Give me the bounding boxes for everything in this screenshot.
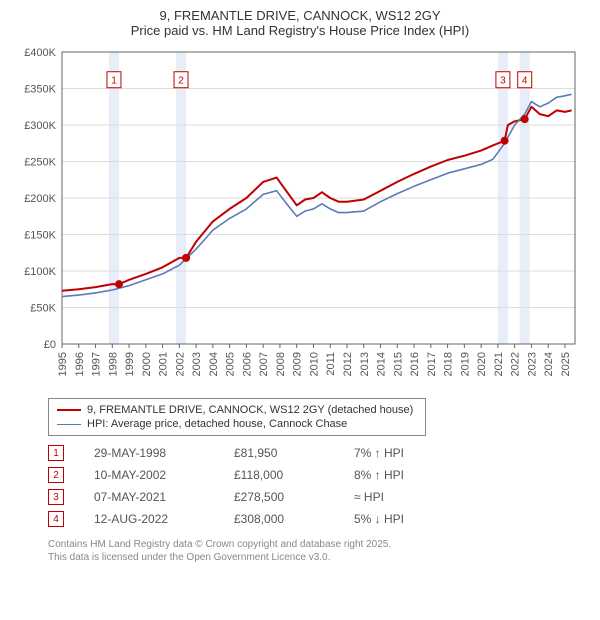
sale-event-index: 1 bbox=[48, 445, 64, 461]
svg-text:2016: 2016 bbox=[409, 352, 421, 376]
svg-text:£100K: £100K bbox=[24, 266, 56, 278]
svg-text:2025: 2025 bbox=[560, 352, 572, 376]
legend-label: 9, FREMANTLE DRIVE, CANNOCK, WS12 2GY (d… bbox=[87, 404, 413, 416]
sale-event-vs-hpi: ≈ HPI bbox=[354, 490, 434, 504]
svg-text:£50K: £50K bbox=[30, 303, 56, 315]
svg-text:1: 1 bbox=[111, 76, 117, 87]
svg-text:£300K: £300K bbox=[24, 120, 56, 132]
svg-text:2018: 2018 bbox=[443, 352, 455, 376]
title-address: 9, FREMANTLE DRIVE, CANNOCK, WS12 2GY bbox=[10, 8, 590, 23]
svg-text:2013: 2013 bbox=[359, 352, 371, 376]
footnote: Contains HM Land Registry data © Crown c… bbox=[48, 538, 590, 564]
svg-text:1998: 1998 bbox=[107, 352, 119, 376]
sale-event-price: £118,000 bbox=[234, 468, 324, 482]
svg-text:2011: 2011 bbox=[325, 352, 337, 376]
sale-event-vs-hpi: 7% ↑ HPI bbox=[354, 446, 434, 460]
svg-text:2014: 2014 bbox=[376, 352, 388, 376]
svg-text:2005: 2005 bbox=[225, 352, 237, 376]
sale-events-table: 1 29-MAY-1998 £81,950 7% ↑ HPI 2 10-MAY-2002 £… bbox=[48, 442, 590, 530]
svg-text:2017: 2017 bbox=[426, 352, 438, 376]
svg-text:1997: 1997 bbox=[91, 352, 103, 376]
svg-text:£0: £0 bbox=[44, 339, 56, 351]
svg-text:2007: 2007 bbox=[258, 352, 270, 376]
svg-text:1999: 1999 bbox=[124, 352, 136, 376]
title-subtitle: Price paid vs. HM Land Registry's House … bbox=[10, 23, 590, 38]
sale-event-date: 12-AUG-2022 bbox=[94, 512, 204, 526]
svg-text:4: 4 bbox=[522, 76, 528, 87]
svg-text:2020: 2020 bbox=[476, 352, 488, 376]
svg-text:2021: 2021 bbox=[493, 352, 505, 376]
svg-text:2012: 2012 bbox=[342, 352, 354, 376]
svg-text:£200K: £200K bbox=[24, 193, 56, 205]
sale-event-vs-hpi: 5% ↓ HPI bbox=[354, 512, 434, 526]
sale-event-row: 3 07-MAY-2021 £278,500 ≈ HPI bbox=[48, 486, 590, 508]
svg-text:2006: 2006 bbox=[241, 352, 253, 376]
svg-text:2003: 2003 bbox=[191, 352, 203, 376]
svg-text:2004: 2004 bbox=[208, 352, 220, 376]
sale-event-index: 4 bbox=[48, 511, 64, 527]
footnote-line: This data is licensed under the Open Gov… bbox=[48, 551, 590, 564]
sale-event-price: £308,000 bbox=[234, 512, 324, 526]
legend-swatch bbox=[57, 424, 81, 425]
svg-text:2008: 2008 bbox=[275, 352, 287, 376]
legend-row: HPI: Average price, detached house, Cann… bbox=[57, 417, 417, 431]
legend-label: HPI: Average price, detached house, Cann… bbox=[87, 418, 347, 430]
svg-text:£350K: £350K bbox=[24, 84, 56, 96]
svg-text:2000: 2000 bbox=[141, 352, 153, 376]
legend-swatch bbox=[57, 409, 81, 411]
svg-text:2: 2 bbox=[178, 76, 184, 87]
svg-text:£150K: £150K bbox=[24, 230, 56, 242]
footnote-line: Contains HM Land Registry data © Crown c… bbox=[48, 538, 590, 551]
sale-event-date: 07-MAY-2021 bbox=[94, 490, 204, 504]
svg-text:2024: 2024 bbox=[543, 352, 555, 376]
svg-text:2009: 2009 bbox=[292, 352, 304, 376]
sale-event-price: £81,950 bbox=[234, 446, 324, 460]
sale-event-row: 1 29-MAY-1998 £81,950 7% ↑ HPI bbox=[48, 442, 590, 464]
sale-event-row: 4 12-AUG-2022 £308,000 5% ↓ HPI bbox=[48, 508, 590, 530]
svg-text:2015: 2015 bbox=[392, 352, 404, 376]
svg-text:3: 3 bbox=[500, 76, 506, 87]
svg-text:£250K: £250K bbox=[24, 157, 56, 169]
svg-text:1996: 1996 bbox=[74, 352, 86, 376]
sale-event-date: 10-MAY-2002 bbox=[94, 468, 204, 482]
svg-text:2002: 2002 bbox=[174, 352, 186, 376]
svg-text:2023: 2023 bbox=[526, 352, 538, 376]
svg-text:2001: 2001 bbox=[158, 352, 170, 376]
svg-text:2019: 2019 bbox=[459, 352, 471, 376]
sale-event-index: 2 bbox=[48, 467, 64, 483]
sale-event-date: 29-MAY-1998 bbox=[94, 446, 204, 460]
sale-event-price: £278,500 bbox=[234, 490, 324, 504]
sale-event-vs-hpi: 8% ↑ HPI bbox=[354, 468, 434, 482]
legend-row: 9, FREMANTLE DRIVE, CANNOCK, WS12 2GY (d… bbox=[57, 403, 417, 417]
chart-legend: 9, FREMANTLE DRIVE, CANNOCK, WS12 2GY (d… bbox=[48, 398, 426, 436]
svg-text:2022: 2022 bbox=[510, 352, 522, 376]
svg-text:2010: 2010 bbox=[308, 352, 320, 376]
svg-text:£400K: £400K bbox=[24, 47, 56, 59]
price-chart: £0 £50K £100K £150K £200K £250K £300K £350K £400… bbox=[20, 44, 580, 394]
sale-event-index: 3 bbox=[48, 489, 64, 505]
svg-text:1995: 1995 bbox=[57, 352, 69, 376]
sale-event-row: 2 10-MAY-2002 £118,000 8% ↑ HPI bbox=[48, 464, 590, 486]
